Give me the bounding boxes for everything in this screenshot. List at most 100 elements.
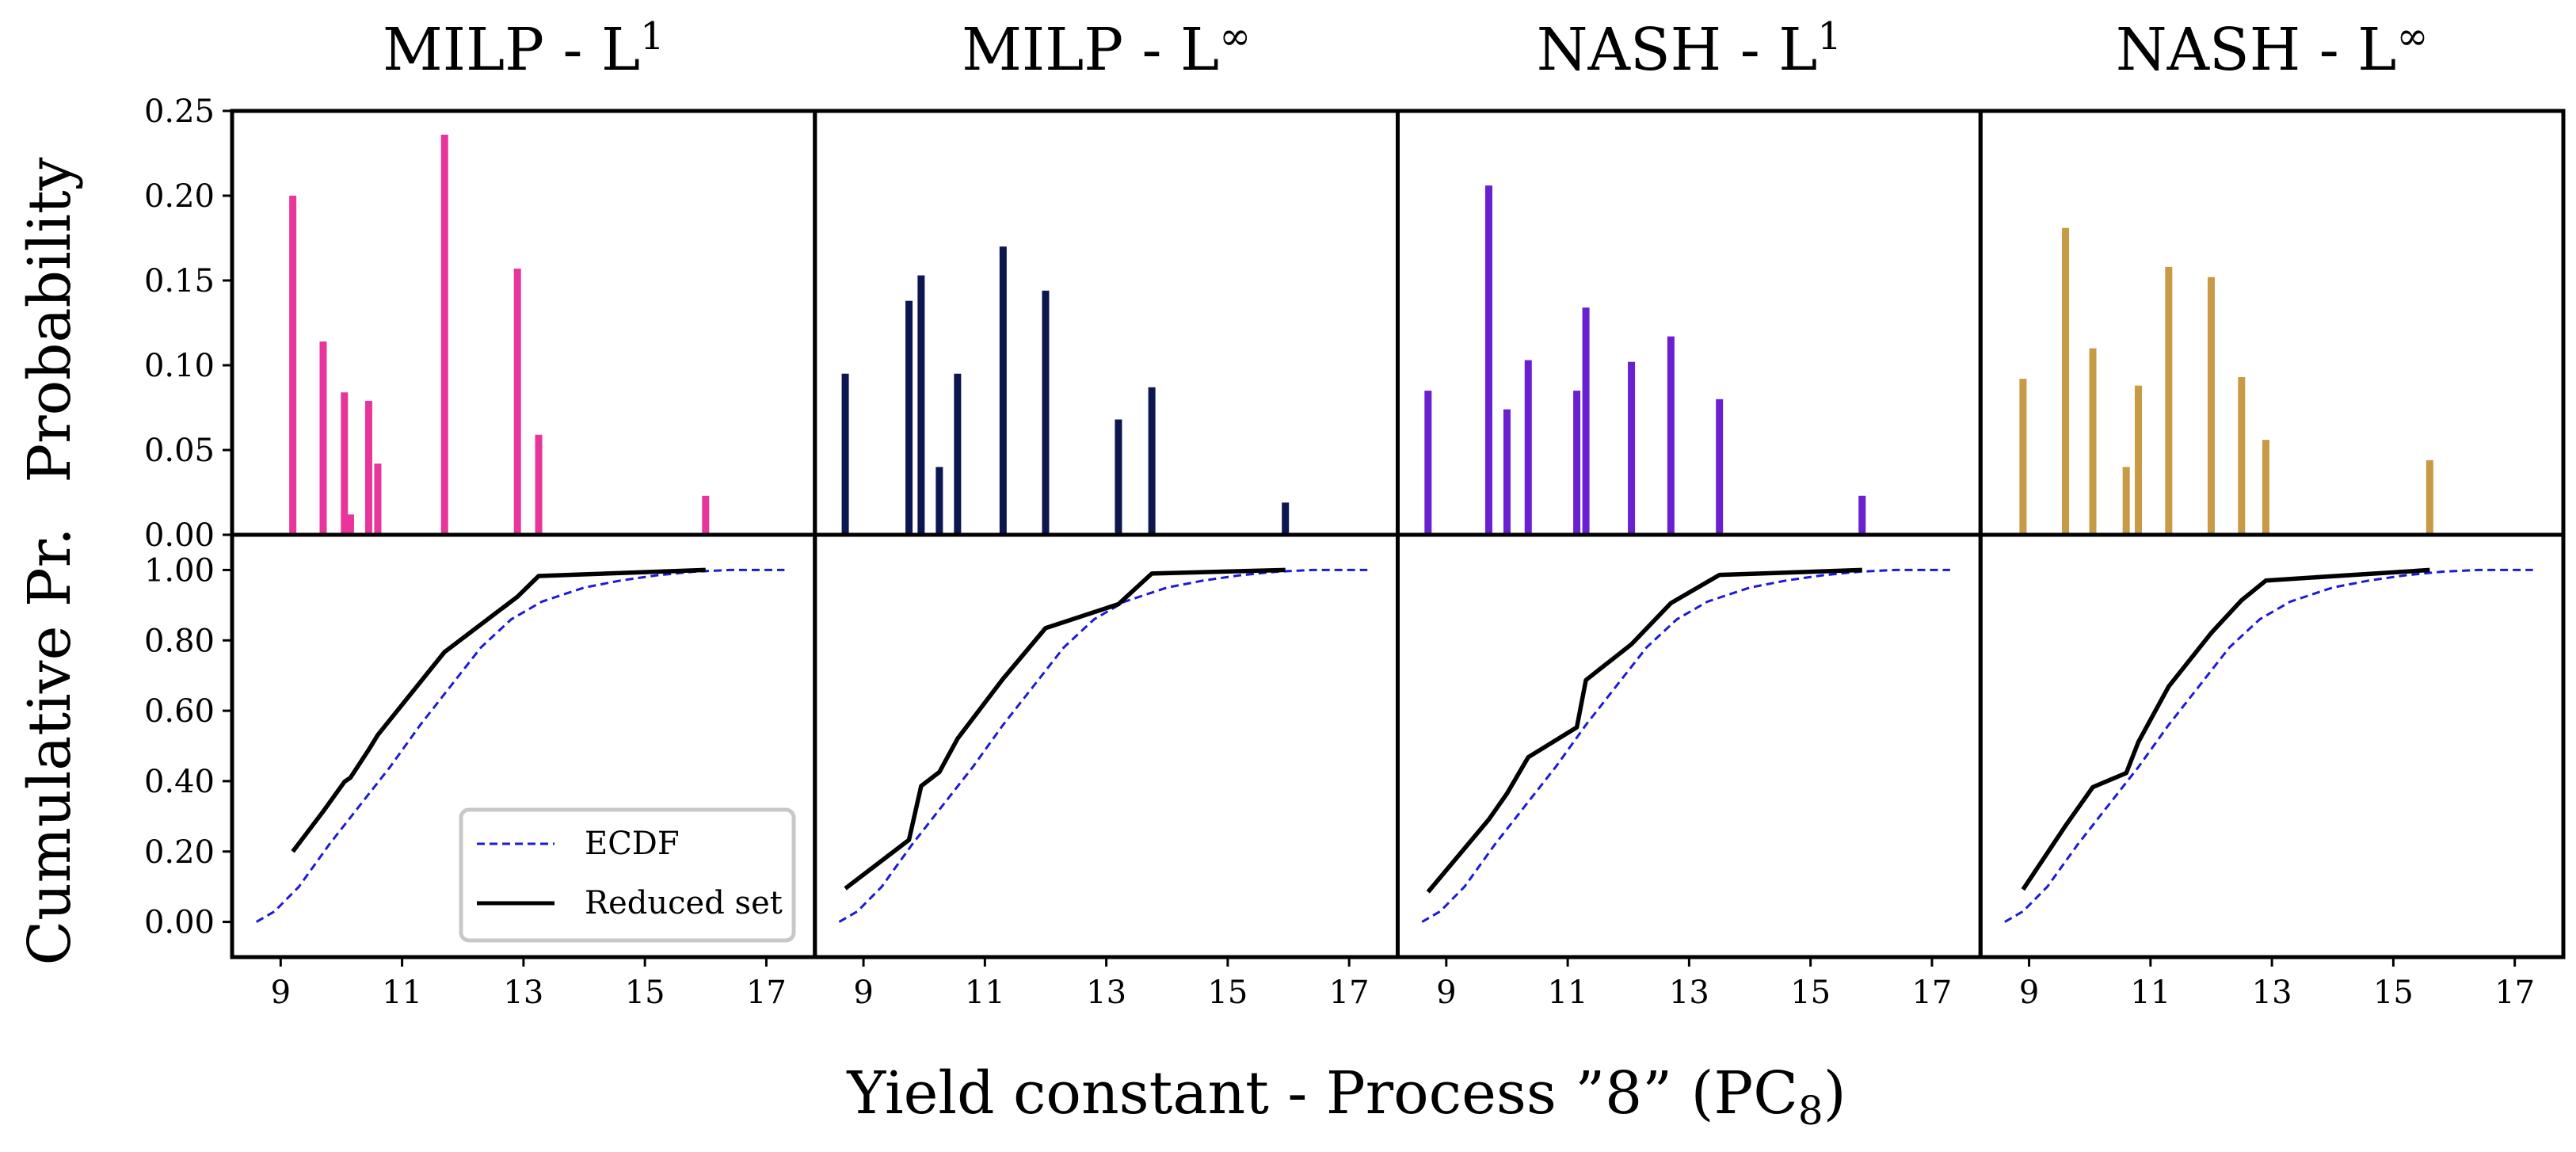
x-tick-label: 11 (1548, 975, 1588, 1011)
panel-title-text: MILP - L (383, 16, 640, 84)
reduced-set-line (2021, 567, 2430, 891)
panel-title: MILP - L1 (383, 14, 665, 84)
y-tick-label: 0.20 (144, 834, 215, 871)
legend: ECDF Reduced set (459, 807, 796, 943)
y-tick-label: 0.10 (144, 348, 215, 384)
x-tick-label: 13 (1086, 975, 1126, 1011)
x-tick-label: 13 (1669, 975, 1709, 1011)
x-tick-label: 13 (503, 975, 543, 1011)
x-axis-label-close: ) (1823, 1059, 1846, 1127)
ecdf-line (2004, 568, 2533, 923)
bar (917, 275, 925, 535)
legend-box (459, 807, 796, 943)
bar (905, 300, 913, 535)
x-tick-label: 17 (1911, 975, 1952, 1011)
panel-title: NASH - L∞ (2116, 14, 2429, 84)
x-tick-label: 9 (271, 975, 291, 1011)
panel-title-text: MILP - L (962, 16, 1219, 84)
bar (2019, 379, 2027, 535)
bar (2135, 385, 2143, 535)
bar (702, 495, 710, 535)
bar (1667, 336, 1675, 535)
y-tick-label: 0.15 (144, 263, 215, 299)
panel-title: MILP - L∞ (962, 14, 1251, 84)
bar (1628, 361, 1636, 535)
bar (1858, 495, 1866, 535)
probability-panel-frame (813, 109, 1400, 537)
chart-marks (255, 134, 2533, 923)
y-tick-label: 1.00 (144, 552, 215, 589)
panel-titles: MILP - L1 MILP - L∞ NASH - L1 NASH - L∞ (383, 14, 2428, 84)
bar (364, 400, 372, 535)
x-tick-label: 9 (2019, 975, 2039, 1011)
bar (513, 269, 521, 535)
bar (1115, 419, 1122, 535)
bar (341, 392, 349, 535)
bar (1573, 391, 1581, 535)
cumulative-panel-frame (813, 532, 1400, 959)
y-tick-label: 0.80 (144, 623, 215, 659)
x-tick-label: 11 (382, 975, 422, 1011)
legend-reduced-label: Reduced set (585, 885, 783, 921)
y-axis-label-probability: Probability (16, 157, 84, 483)
bar (440, 134, 448, 535)
cumulative-panel-frame (1978, 532, 2566, 959)
x-tick-label: 17 (1329, 975, 1370, 1011)
bar (2165, 266, 2173, 535)
bar (2062, 227, 2070, 535)
panel-title-text: NASH - L (2116, 16, 2397, 84)
bar (954, 373, 962, 535)
panel-title-superscript: ∞ (2396, 14, 2428, 59)
bar (346, 514, 354, 535)
bar (1424, 391, 1432, 535)
x-axis-label-main: Yield constant - Process ”8” (PC (846, 1059, 1797, 1127)
legend-ecdf-label: ECDF (585, 826, 680, 862)
bar (319, 341, 327, 535)
panel-title: NASH - L1 (1537, 14, 1842, 84)
panel-title-text: NASH - L (1537, 16, 1818, 84)
y-tick-label: 0.60 (144, 693, 215, 730)
x-tick-label: 15 (2373, 975, 2414, 1011)
y-tick-label: 0.05 (144, 433, 215, 469)
bar (1042, 290, 1050, 535)
bar (2207, 277, 2215, 535)
x-axis-label: Yield constant - Process ”8” (PC8) (846, 1059, 1846, 1134)
bar (2238, 376, 2246, 535)
x-tick-label: 17 (2494, 975, 2535, 1011)
bar (999, 246, 1007, 535)
bar (936, 467, 943, 535)
x-axis-label-subscript: 8 (1798, 1088, 1823, 1134)
bar (1524, 360, 1532, 535)
y-axis-label-cumulative: Cumulative Pr. (16, 528, 84, 966)
bar (535, 434, 543, 535)
reduced-set-line (844, 567, 1286, 891)
bar (374, 463, 382, 535)
y-tick-label: 0.00 (144, 905, 215, 941)
bar (1484, 185, 1492, 535)
bar (1282, 502, 1290, 535)
bar (1716, 399, 1724, 535)
bar (1582, 307, 1590, 535)
y-tick-label: 0.20 (144, 178, 215, 215)
bar (841, 373, 849, 535)
panel-title-superscript: 1 (1817, 14, 1842, 59)
y-tick-label: 0.25 (144, 93, 215, 130)
x-tick-label: 17 (746, 975, 787, 1011)
reduced-set-line (291, 567, 706, 853)
bar (2122, 467, 2130, 535)
x-tick-label: 9 (853, 975, 873, 1011)
bar (1148, 387, 1156, 535)
x-tick-label: 13 (2252, 975, 2292, 1011)
reduced-set-line (1426, 567, 1862, 894)
panel-frames (230, 109, 2566, 959)
panel-title-superscript: 1 (640, 14, 665, 59)
x-tick-label: 15 (625, 975, 665, 1011)
ecdf-line (838, 568, 1368, 923)
probability-panel-frame (1396, 109, 1983, 537)
x-tick-label: 11 (2130, 975, 2170, 1011)
axis-ticks: 9 11 13 15 17 9 11 13 15 17 9 11 13 15 17 9 11 13 15 17 0.00… (144, 93, 2535, 1011)
panel-title-superscript: ∞ (1219, 14, 1251, 59)
cumulative-panel-frame (1396, 532, 1983, 959)
x-tick-label: 9 (1436, 975, 1456, 1011)
